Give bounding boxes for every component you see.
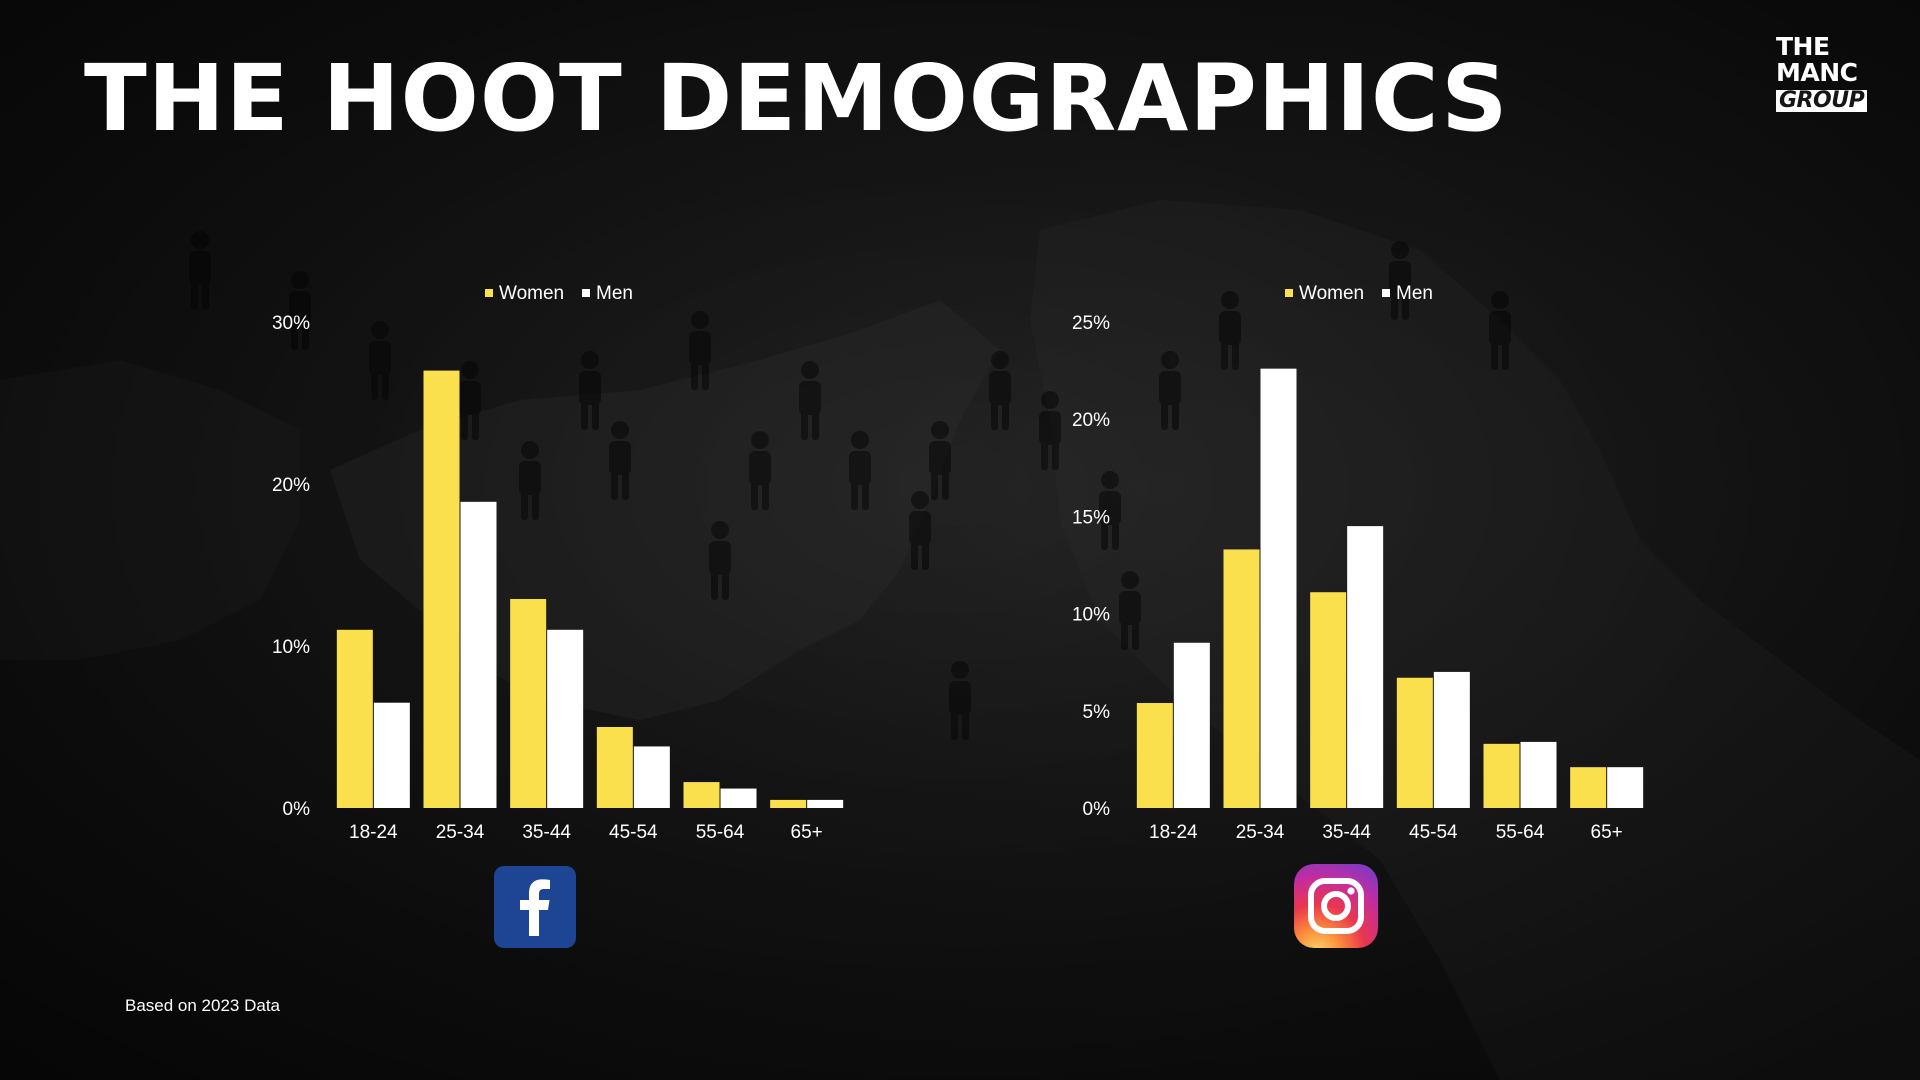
bar-women-65+ xyxy=(770,799,807,808)
legend-label-men: Men xyxy=(1396,283,1433,304)
y-tick-label: 10% xyxy=(272,637,310,658)
bar-women-65+ xyxy=(1570,767,1607,808)
instagram-demographics-chart: 0% 5% 10% 15% 20% 25% 18-24 25-34 35-44 45-54 55-6… xyxy=(1030,270,1910,870)
bar-women-45-54 xyxy=(1396,677,1433,808)
bar-men-45-54 xyxy=(633,746,670,808)
bar-women-35-44 xyxy=(510,599,547,808)
bar-men-65+ xyxy=(1607,767,1644,808)
legend-swatch-women xyxy=(1285,289,1293,297)
x-tick-label: 65+ xyxy=(1591,822,1623,843)
bar-men-18-24 xyxy=(373,702,410,808)
page-title: THE HOOT DEMOGRAPHICS xyxy=(84,45,1509,152)
instagram-icon xyxy=(1294,864,1378,948)
bar-men-25-34 xyxy=(460,501,497,808)
bar-men-65+ xyxy=(807,799,844,808)
bar-women-18-24 xyxy=(336,629,373,808)
legend-label-women: Women xyxy=(499,283,564,304)
x-tick-label: 55-64 xyxy=(1496,822,1545,843)
bar-men-35-44 xyxy=(1347,526,1384,808)
x-tick-label: 25-34 xyxy=(1236,822,1285,843)
x-tick-label: 18-24 xyxy=(1149,822,1198,843)
x-tick-label: 45-54 xyxy=(609,822,658,843)
y-tick-label: 0% xyxy=(283,799,311,820)
legend-label-women: Women xyxy=(1299,283,1364,304)
x-tick-label: 35-44 xyxy=(1322,822,1371,843)
bar-women-55-64 xyxy=(683,782,720,808)
y-tick-label: 30% xyxy=(272,313,310,334)
legend-swatch-men xyxy=(1382,289,1390,297)
chart-svg: 0% 5% 10% 15% 20% 25% 18-24 25-34 35-44 45-54 55-6… xyxy=(1072,283,1644,843)
legend-swatch-women xyxy=(485,289,493,297)
bar-men-45-54 xyxy=(1433,671,1470,808)
x-tick-label: 35-44 xyxy=(522,822,571,843)
logo-line-1: THE xyxy=(1776,32,1830,61)
data-source-note: Based on 2023 Data xyxy=(125,996,281,1015)
y-tick-label: 25% xyxy=(1072,313,1110,334)
brand-logo: THE MANC GROUP xyxy=(1776,34,1876,112)
y-tick-label: 0% xyxy=(1083,799,1111,820)
bar-women-18-24 xyxy=(1136,703,1173,808)
bar-men-18-24 xyxy=(1173,642,1210,808)
bar-women-55-64 xyxy=(1483,743,1520,808)
y-tick-label: 20% xyxy=(1072,410,1110,431)
bar-women-25-34 xyxy=(1223,549,1260,808)
legend-label-men: Men xyxy=(596,283,633,304)
bar-men-35-44 xyxy=(547,629,584,808)
legend-swatch-men xyxy=(582,289,590,297)
y-tick-label: 15% xyxy=(1072,507,1110,528)
x-tick-label: 65+ xyxy=(791,822,823,843)
x-tick-label: 18-24 xyxy=(349,822,398,843)
logo-line-3: GROUP xyxy=(1776,90,1868,112)
bar-men-25-34 xyxy=(1260,368,1297,808)
facebook-demographics-chart: 0% 10% 20% 30% 18-24 25-34 35-44 45-54 55-64 65+ W… xyxy=(230,270,1110,870)
chart-svg: 0% 10% 20% 30% 18-24 25-34 35-44 45-54 55-64 65+ W… xyxy=(272,283,844,843)
x-tick-label: 25-34 xyxy=(436,822,485,843)
bar-men-55-64 xyxy=(720,788,757,808)
y-tick-label: 20% xyxy=(272,475,310,496)
bar-women-35-44 xyxy=(1310,592,1347,808)
bar-women-25-34 xyxy=(423,370,460,808)
x-tick-label: 45-54 xyxy=(1409,822,1458,843)
y-tick-label: 10% xyxy=(1072,605,1110,626)
logo-line-2: MANC xyxy=(1776,58,1858,87)
x-tick-label: 55-64 xyxy=(696,822,745,843)
y-tick-label: 5% xyxy=(1083,702,1111,723)
bar-women-45-54 xyxy=(596,727,633,808)
facebook-icon xyxy=(494,866,576,948)
bar-men-55-64 xyxy=(1520,741,1557,808)
